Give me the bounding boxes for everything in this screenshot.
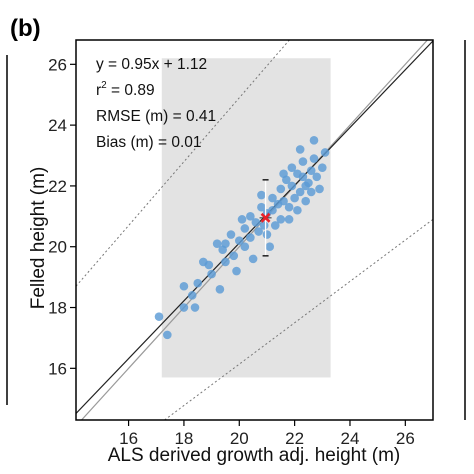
data-point <box>240 224 250 233</box>
x-axis-label: ALS derived growth adj. height (m) <box>108 445 401 466</box>
r-squared-superscript: 2 <box>101 80 107 91</box>
y-tick-label: 20 <box>48 238 67 257</box>
x-tick-label: 22 <box>285 429 304 448</box>
bias-label: Bias (m) = 0.01 <box>96 134 202 151</box>
data-point <box>248 254 258 264</box>
y-tick-label: 26 <box>48 55 67 74</box>
data-point <box>246 233 255 242</box>
y-tick-label: 18 <box>48 299 67 318</box>
x-tick-label: 18 <box>174 429 193 448</box>
data-point <box>254 227 263 236</box>
data-point <box>298 157 308 166</box>
data-point <box>290 193 299 203</box>
data-point <box>237 215 247 224</box>
data-point <box>190 303 200 312</box>
data-point <box>309 154 319 163</box>
r-squared-value: = 0.89 <box>107 82 155 99</box>
r-squared-label: r2 = 0.89 <box>96 80 155 99</box>
x-tick-label: 26 <box>396 429 415 448</box>
one-to-one-line <box>81 40 428 420</box>
data-point <box>320 148 330 157</box>
data-point <box>257 190 266 200</box>
data-point <box>287 163 297 172</box>
data-point <box>293 205 302 215</box>
data-point <box>240 242 250 252</box>
data-point <box>221 257 230 267</box>
data-point <box>257 202 266 212</box>
y-axis-label: Felled height (m) <box>28 167 49 310</box>
data-point <box>154 312 164 321</box>
data-point <box>270 221 280 230</box>
data-point <box>204 260 214 270</box>
prediction-bound-upper <box>76 40 291 287</box>
data-point <box>295 187 305 197</box>
data-point <box>215 284 225 294</box>
x-tick-label: 20 <box>230 429 249 448</box>
data-point <box>193 278 203 288</box>
equation-label: y = 0.95x + 1.12 <box>96 56 207 73</box>
plot-frame <box>75 39 434 421</box>
data-point <box>251 218 261 227</box>
data-point <box>284 202 294 212</box>
x-tick-label: 16 <box>119 429 138 448</box>
data-point <box>315 184 324 194</box>
prediction-bound-lower <box>164 218 433 420</box>
range-box <box>161 58 331 378</box>
data-point <box>163 330 172 340</box>
data-point <box>268 205 277 215</box>
data-point <box>262 230 272 239</box>
data-point <box>268 193 277 203</box>
data-point <box>276 215 286 224</box>
regression-line <box>76 40 433 414</box>
data-point <box>312 172 322 182</box>
data-point <box>246 212 255 221</box>
data-point <box>295 145 305 154</box>
data-point <box>306 166 316 176</box>
data-point <box>287 181 297 191</box>
data-point <box>284 215 294 224</box>
data-point <box>226 230 236 239</box>
x-axis: 16 18 20 22 24 26 <box>119 420 415 448</box>
data-point <box>309 136 319 145</box>
data-point <box>207 269 216 279</box>
data-point <box>179 303 189 312</box>
data-point <box>279 169 288 179</box>
data-point <box>232 266 241 276</box>
r-squared-base: r <box>96 82 101 99</box>
data-point <box>259 221 269 230</box>
data-point <box>234 236 244 245</box>
data-point <box>179 281 189 291</box>
data-point <box>212 239 222 248</box>
data-point <box>265 242 275 252</box>
data-point <box>298 172 308 182</box>
plot-marks <box>76 40 433 420</box>
data-point <box>187 291 197 300</box>
data-point <box>301 181 310 191</box>
y-axis: 16 18 20 22 24 26 <box>48 55 76 378</box>
y-tick-label: 24 <box>48 116 67 135</box>
mean-point <box>260 212 271 223</box>
rmse-label: RMSE (m) = 0.41 <box>96 108 216 125</box>
y-tick-label: 16 <box>48 359 67 378</box>
data-point <box>229 251 239 261</box>
data-point <box>218 245 227 255</box>
panel-label: (b) <box>10 15 41 42</box>
x-tick-label: 24 <box>341 429 360 448</box>
data-point <box>306 187 316 197</box>
data-point <box>279 196 288 206</box>
data-point <box>276 184 286 194</box>
y-tick-label: 22 <box>48 177 67 196</box>
data-point <box>301 196 310 206</box>
data-point <box>318 163 327 172</box>
